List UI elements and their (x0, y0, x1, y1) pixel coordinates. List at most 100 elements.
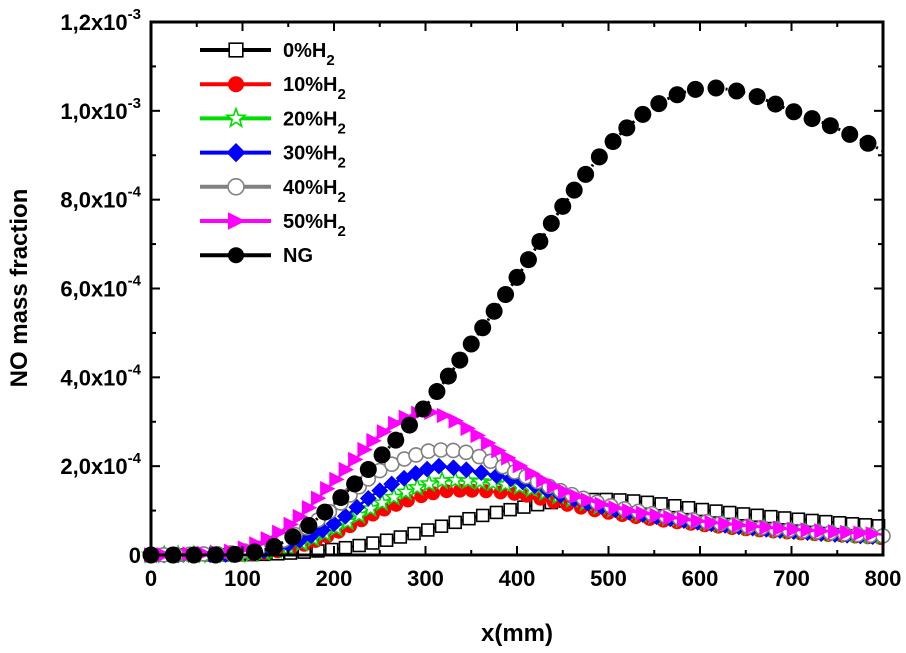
series-5-point-43 (635, 505, 652, 521)
x-tick-label: 0 (145, 566, 157, 591)
series-6-point-6 (265, 538, 283, 556)
series-0-point-16 (366, 536, 380, 550)
series-0-point-19 (407, 526, 421, 541)
series-5-point-47 (690, 513, 707, 529)
series-5-point-36 (546, 478, 563, 494)
series-5-point-54 (786, 521, 803, 538)
series-5-point-19 (357, 441, 373, 458)
series-6-point-41 (766, 95, 784, 113)
series-6-point-45 (841, 125, 859, 143)
series-5-point-30 (480, 435, 497, 451)
series-5-point-53 (773, 520, 789, 537)
legend-label: 30%H2 (283, 143, 346, 172)
series-1-point-22 (426, 486, 441, 501)
x-tick-label: 800 (865, 566, 902, 591)
series-6-point-26 (531, 232, 549, 250)
x-tick-label: 400 (499, 566, 536, 591)
x-tick-label: 500 (590, 566, 627, 591)
series-3-point-15 (337, 507, 354, 525)
series-5-point-34 (525, 465, 541, 482)
series-6-point-29 (565, 181, 583, 199)
series-5-point-9 (260, 531, 277, 547)
series-3-point-18 (371, 482, 389, 499)
legend-item-1: 10%H2 (200, 74, 346, 103)
legend-marker (228, 212, 246, 230)
series-5-point-42 (622, 503, 638, 519)
series-6-point-9 (316, 503, 334, 521)
legend-item-3: 30%H2 (200, 143, 346, 172)
legend-item-2: 20%H2 (200, 106, 346, 137)
series-6-point-39 (728, 82, 746, 100)
series-0-point-45 (764, 509, 778, 524)
series-6-point-30 (577, 165, 595, 183)
series-5-point-21 (376, 424, 393, 440)
series-0-point-17 (379, 533, 394, 547)
y-tick-label: 8,0x10-4 (60, 184, 141, 213)
series-3-point-25 (457, 461, 475, 479)
series-0-point-25 (489, 505, 504, 520)
series-6-point-42 (785, 103, 803, 121)
x-tick-label: 600 (682, 566, 719, 591)
series-5-point-48 (704, 514, 720, 531)
series-6-point-5 (246, 543, 264, 561)
series-4-point-26 (458, 444, 474, 461)
series-6-point-25 (519, 251, 537, 269)
series-6-point-23 (497, 285, 515, 303)
series-2-point-22 (418, 472, 440, 493)
series-6-point-33 (618, 119, 636, 137)
series-6-point-21 (474, 319, 492, 337)
series-5-point-17 (338, 461, 355, 478)
series-5-point-56 (814, 523, 830, 539)
series-5-point-37 (558, 483, 574, 500)
legend-marker (227, 178, 245, 196)
x-tick-label: 200 (316, 566, 353, 591)
series-3-point-13 (314, 521, 331, 539)
series-6-point-16 (414, 400, 432, 418)
series-3-point-22 (418, 460, 436, 478)
series-6-point-28 (554, 197, 572, 215)
y-tick-label: 6,0x10-4 (60, 273, 141, 302)
legend-item-0: 0%H2 (200, 40, 335, 69)
series-5-point-38 (569, 488, 585, 504)
series-6-point-36 (668, 86, 686, 104)
series-0-point-42 (722, 505, 737, 520)
series-0-point-40 (695, 502, 710, 517)
legend-marker (228, 247, 244, 264)
series-5-point-50 (731, 517, 748, 533)
series-6-point-24 (508, 268, 526, 286)
series-6-point-44 (821, 117, 839, 135)
series-5-point-45 (663, 509, 679, 526)
legend-item-4: 40%H2 (200, 177, 346, 206)
series-6-point-20 (462, 335, 480, 353)
series-6-point-14 (387, 431, 405, 449)
series-0-point-22 (448, 515, 462, 530)
series-6-point-8 (300, 517, 318, 535)
series-0-point-14 (338, 540, 353, 555)
series-5-point-20 (366, 433, 382, 449)
series-3-point-26 (472, 464, 490, 481)
series-5-point-44 (649, 507, 665, 524)
series-0-point-39 (681, 500, 696, 515)
x-tick-label: 100 (224, 566, 261, 591)
series-3-point-16 (348, 498, 366, 516)
series-0-point-15 (352, 538, 366, 553)
series-5-point-15 (320, 481, 336, 497)
series-0-point-20 (421, 523, 435, 537)
series-0-point-18 (393, 530, 408, 544)
series-2-point-18 (371, 492, 393, 512)
tick-layer: 0 100 200 300 400 500 600 700 800 0 2,0x10-4 4,0x10… (60, 6, 901, 591)
series-5-point-11 (283, 516, 299, 533)
series-5-point-46 (676, 511, 693, 528)
legend-marker (224, 106, 248, 129)
series-5-point-41 (608, 500, 624, 516)
legend: 0%H2 10%H2 20%H2 30%H2 40%H2 50%H2 NG (200, 40, 346, 267)
series-5-point-33 (512, 457, 529, 474)
series-5-point-14 (310, 490, 327, 506)
series-2-point-16 (349, 504, 370, 524)
series-5-point-22 (388, 415, 404, 432)
series-6-point-35 (650, 95, 668, 113)
series-5-point-29 (470, 427, 486, 444)
legend-label: 40%H2 (283, 177, 346, 206)
legend-marker (228, 76, 244, 93)
